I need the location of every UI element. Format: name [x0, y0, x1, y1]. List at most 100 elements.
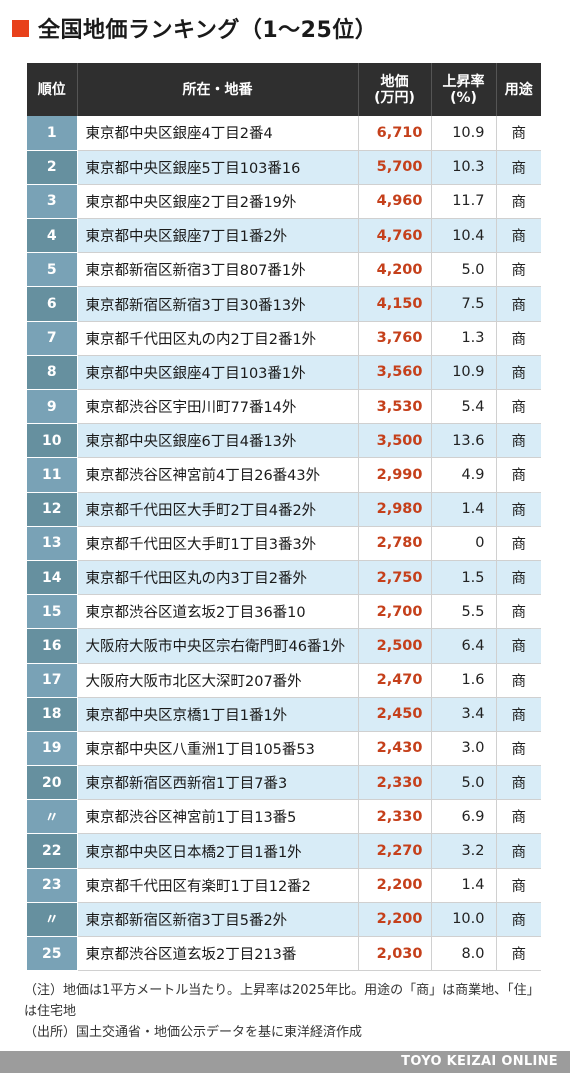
rank-cell: 5	[27, 252, 78, 288]
rank-cell: 22	[27, 833, 78, 869]
table-row: 5 東京都新宿区新宿3丁目807番1外 4,200 5.0 商	[27, 252, 541, 288]
use-cell: 商	[496, 321, 541, 356]
table-row: 10 東京都中央区銀座6丁目4番13外 3,500 13.6 商	[27, 423, 541, 459]
price-cell: 3,530	[358, 389, 432, 425]
table-row: 16 大阪府大阪市中央区宗右衛門町46番1外 2,500 6.4 商	[27, 628, 541, 664]
rank-cell: 20	[27, 765, 78, 801]
rate-cell: 4.9	[431, 457, 497, 493]
title-accent-square	[12, 19, 29, 37]
rank-cell: 18	[27, 697, 78, 732]
address-cell: 東京都中央区銀座4丁目2番4	[77, 116, 359, 151]
rate-cell: 6.4	[431, 628, 497, 664]
table-row: 1 東京都中央区銀座4丁目2番4 6,710 10.9 商	[27, 116, 541, 151]
header-price-unit: (万円)	[374, 89, 415, 106]
rank-cell: 16	[27, 628, 78, 664]
use-cell: 商	[496, 868, 541, 903]
use-cell: 商	[496, 526, 541, 561]
footer-bar: TOYO KEIZAI ONLINE	[0, 1051, 570, 1073]
price-cell: 2,980	[358, 492, 432, 527]
price-cell: 2,200	[358, 902, 432, 938]
address-cell: 東京都渋谷区神宮前1丁目13番5	[77, 799, 359, 835]
use-cell: 商	[496, 423, 541, 459]
address-cell: 東京都中央区銀座4丁目103番1外	[77, 355, 359, 391]
price-cell: 2,330	[358, 765, 432, 801]
rate-cell: 13.6	[431, 423, 497, 459]
address-cell: 東京都新宿区西新宿1丁目7番3	[77, 765, 359, 801]
use-cell: 商	[496, 902, 541, 938]
table-row: 4 東京都中央区銀座7丁目1番2外 4,760 10.4 商	[27, 218, 541, 254]
table-row: 22 東京都中央区日本橋2丁目1番1外 2,270 3.2 商	[27, 833, 541, 869]
price-cell: 4,200	[358, 252, 432, 288]
rank-cell: 8	[27, 355, 78, 391]
table-row: 7 東京都千代田区丸の内2丁目2番1外 3,760 1.3 商	[27, 321, 541, 356]
source-text: （出所）国土交通省・地価公示データを基に東洋経済作成	[24, 1025, 363, 1040]
use-cell: 商	[496, 355, 541, 391]
use-cell: 商	[496, 150, 541, 185]
price-cell: 2,200	[358, 868, 432, 903]
price-cell: 2,500	[358, 628, 432, 664]
rate-cell: 10.0	[431, 902, 497, 938]
price-cell: 2,470	[358, 663, 432, 698]
price-cell: 2,780	[358, 526, 432, 561]
rank-cell: 9	[27, 389, 78, 425]
header-price: 地価 (万円)	[358, 63, 432, 116]
address-cell: 東京都渋谷区神宮前4丁目26番43外	[77, 457, 359, 493]
rank-cell: 17	[27, 663, 78, 698]
rank-cell: 6	[27, 286, 78, 322]
use-cell: 商	[496, 628, 541, 664]
use-cell: 商	[496, 663, 541, 698]
rank-cell: 12	[27, 492, 78, 527]
address-cell: 東京都中央区八重洲1丁目105番53	[77, 731, 359, 767]
use-cell: 商	[496, 457, 541, 493]
rank-cell: 1	[27, 116, 78, 151]
use-cell: 商	[496, 697, 541, 732]
header-rate-unit: (%)	[450, 89, 477, 106]
table-row: 〃東京都渋谷区神宮前1丁目13番5 2,330 6.9 商	[27, 799, 541, 835]
use-cell: 商	[496, 765, 541, 801]
table-row: 12 東京都千代田区大手町2丁目4番2外 2,980 1.4 商	[27, 492, 541, 527]
address-cell: 東京都新宿区新宿3丁目30番13外	[77, 286, 359, 322]
address-cell: 東京都中央区銀座7丁目1番2外	[77, 218, 359, 254]
rate-cell: 3.4	[431, 697, 497, 732]
rate-cell: 1.4	[431, 492, 497, 527]
header-rank: 順位	[27, 63, 78, 116]
rate-cell: 10.9	[431, 116, 497, 151]
rate-cell: 1.6	[431, 663, 497, 698]
brand-logo-text: TOYO KEIZAI ONLINE	[401, 1054, 558, 1069]
rate-cell: 8.0	[431, 936, 497, 972]
table-row: 17 大阪府大阪市北区大深町207番外 2,470 1.6 商	[27, 663, 541, 698]
footnotes: （注）地価は1平方メートル当たり。上昇率は2025年比。用途の「商」は商業地、「…	[24, 980, 548, 1043]
price-cell: 3,500	[358, 423, 432, 459]
address-cell: 東京都中央区京橋1丁目1番1外	[77, 697, 359, 732]
rate-cell: 3.2	[431, 833, 497, 869]
rate-cell: 10.9	[431, 355, 497, 391]
table-row: 11 東京都渋谷区神宮前4丁目26番43外 2,990 4.9 商	[27, 457, 541, 493]
table-row: 14 東京都千代田区丸の内3丁目2番外 2,750 1.5 商	[27, 560, 541, 596]
price-cell: 4,760	[358, 218, 432, 254]
rate-cell: 0	[431, 526, 497, 561]
rank-cell: 19	[27, 731, 78, 767]
table-row: 20 東京都新宿区西新宿1丁目7番3 2,330 5.0 商	[27, 765, 541, 801]
rate-cell: 5.5	[431, 594, 497, 630]
ranking-table: 順位 所在・地番 地価 (万円) 上昇率 (%) 用途 1 東京都中央区銀座4丁目…	[27, 63, 541, 972]
address-cell: 東京都千代田区大手町1丁目3番3外	[77, 526, 359, 561]
price-cell: 3,560	[358, 355, 432, 391]
address-cell: 東京都千代田区有楽町1丁目12番2	[77, 868, 359, 903]
rank-cell: 〃	[27, 799, 78, 835]
use-cell: 商	[496, 116, 541, 151]
chart-title: 全国地価ランキング（1～25位）	[12, 12, 377, 44]
rank-cell: 23	[27, 868, 78, 903]
price-cell: 6,710	[358, 116, 432, 151]
rate-cell: 11.7	[431, 184, 497, 220]
use-cell: 商	[496, 731, 541, 767]
rate-cell: 5.4	[431, 389, 497, 425]
header-price-label: 地価	[380, 73, 409, 90]
header-address: 所在・地番	[77, 63, 359, 116]
table-row: 18 東京都中央区京橋1丁目1番1外 2,450 3.4 商	[27, 697, 541, 732]
price-cell: 3,760	[358, 321, 432, 356]
rate-cell: 5.0	[431, 252, 497, 288]
table-row: 9 東京都渋谷区宇田川町77番14外 3,530 5.4 商	[27, 389, 541, 425]
header-address-label: 所在・地番	[182, 81, 253, 98]
header-use: 用途	[496, 63, 541, 116]
rate-cell: 7.5	[431, 286, 497, 322]
